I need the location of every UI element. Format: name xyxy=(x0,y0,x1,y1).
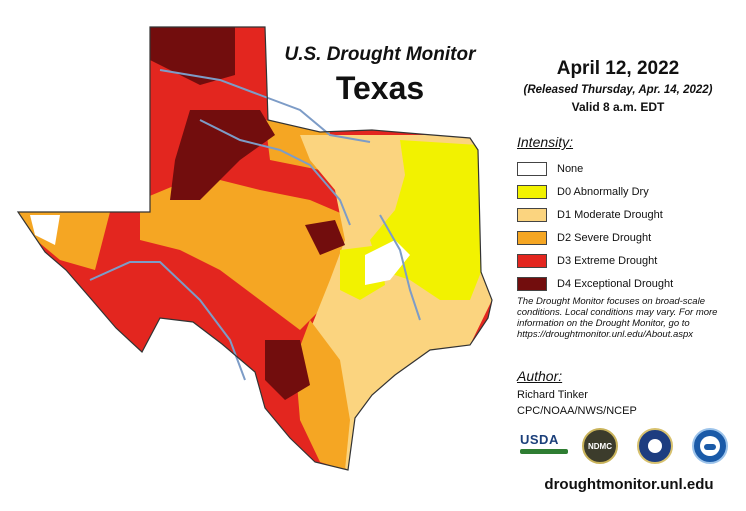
info-note: The Drought Monitor focuses on broad-sca… xyxy=(517,296,718,340)
ndmc-logo: NDMC xyxy=(582,428,618,464)
d2-region xyxy=(140,175,360,330)
map-date: April 12, 2022 xyxy=(556,58,680,79)
noaa-logo xyxy=(692,428,728,464)
legend-item: D0 Abnormally Dry xyxy=(517,180,673,203)
legend-swatch-d0 xyxy=(517,184,547,199)
d4-region xyxy=(170,110,275,200)
legend-item: D1 Moderate Drought xyxy=(517,203,673,226)
none-region xyxy=(365,240,410,285)
partner-logos: USDA NDMC xyxy=(520,428,740,468)
legend-heading: Intensity: xyxy=(517,134,574,150)
legend-item: D3 Extreme Drought xyxy=(517,249,673,272)
legend-swatch-d4 xyxy=(517,276,547,291)
texas-outline xyxy=(16,26,493,471)
legend-label: D2 Severe Drought xyxy=(557,231,652,244)
legend-label: D1 Moderate Drought xyxy=(557,208,663,221)
legend-swatch-d3 xyxy=(517,253,547,268)
legend-label: D4 Exceptional Drought xyxy=(557,277,674,290)
legend-label: None xyxy=(557,162,584,175)
legend-label: D3 Extreme Drought xyxy=(557,254,658,267)
none-region xyxy=(30,215,60,245)
legend-item: D2 Severe Drought xyxy=(517,226,673,249)
legend-item: None xyxy=(517,157,673,180)
legend-swatch-d2 xyxy=(517,230,547,245)
author-heading: Author: xyxy=(517,368,563,384)
doc-seal-logo xyxy=(637,428,673,464)
author-org: CPC/NOAA/NWS/NCEP xyxy=(517,405,637,417)
d2-region xyxy=(295,320,350,470)
legend-swatch-d1 xyxy=(517,207,547,222)
ndmc-logo-text: NDMC xyxy=(588,441,612,451)
legend-item: D4 Exceptional Drought xyxy=(517,272,673,295)
legend-label: D0 Abnormally Dry xyxy=(557,185,649,198)
usda-logo: USDA xyxy=(520,432,568,462)
author-name: Richard Tinker xyxy=(517,389,588,401)
rivers xyxy=(89,69,421,381)
map-title-state: Texas xyxy=(335,70,425,106)
legend-swatch-none xyxy=(517,161,547,176)
valid-time: Valid 8 a.m. EDT xyxy=(571,100,665,114)
map-title-line1: U.S. Drought Monitor xyxy=(284,44,476,65)
release-date: (Released Thursday, Apr. 14, 2022) xyxy=(523,84,713,96)
legend: None D0 Abnormally Dry D1 Moderate Droug… xyxy=(517,157,673,295)
d4-region xyxy=(265,340,310,400)
website-url: droughtmonitor.unl.edu xyxy=(544,476,714,493)
d4-region xyxy=(305,220,345,255)
d4-region xyxy=(150,27,235,85)
